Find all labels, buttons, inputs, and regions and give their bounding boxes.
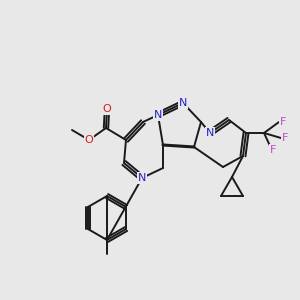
Text: N: N: [138, 173, 146, 183]
Text: N: N: [154, 110, 162, 120]
Text: O: O: [103, 104, 111, 114]
Text: N: N: [206, 128, 214, 138]
Text: F: F: [280, 117, 286, 127]
Text: F: F: [282, 133, 288, 143]
Text: N: N: [179, 98, 187, 108]
Text: O: O: [85, 135, 93, 145]
Text: F: F: [270, 145, 276, 155]
